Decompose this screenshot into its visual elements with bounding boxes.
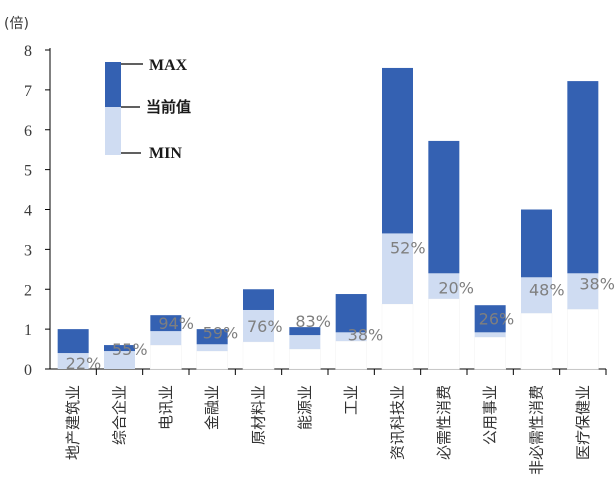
bar-max-segment [243, 289, 274, 310]
y-tick-label: 8 [24, 43, 32, 60]
bar-min-segment [289, 348, 321, 370]
bar-current-segment [521, 277, 552, 314]
bar-max-segment [382, 67, 413, 234]
bar-min-segment [567, 308, 599, 370]
percentile-label: 59% [203, 323, 239, 342]
bar-current-segment [196, 344, 228, 352]
percentile-label: 38% [348, 325, 384, 344]
bar-min-segment [150, 344, 182, 370]
category-label: 公用事业 [481, 385, 499, 445]
category-label: 金融业 [203, 385, 221, 430]
y-tick-label: 6 [24, 123, 32, 140]
bar-current-segment [474, 332, 506, 338]
bar-min-segment [428, 298, 460, 370]
y-tick-label: 3 [24, 242, 32, 259]
bar-min-segment [242, 341, 275, 370]
bar-min-segment [196, 350, 228, 370]
y-tick-label: 0 [24, 362, 32, 379]
category-label: 地产建筑业 [64, 385, 82, 460]
percentile-label: 48% [529, 280, 565, 299]
bar-min-segment [335, 340, 367, 370]
percentile-labels: 22% 55% 94% 59% 76% 83% 38% 52% 20% 26% 48% 38% [66, 238, 615, 373]
legend-max-label: MAX [149, 57, 188, 74]
bar-series [57, 67, 599, 370]
percentile-label: 76% [247, 317, 283, 336]
legend-current-label: 当前值 [146, 98, 191, 116]
percentile-label: 55% [112, 340, 148, 359]
bar-max-segment [150, 315, 182, 332]
bar-min-segment [474, 336, 506, 370]
bar-current-segment [243, 309, 274, 342]
bar-current-segment [428, 273, 460, 299]
y-tick-label: 5 [24, 163, 32, 180]
y-tick-label: 1 [24, 322, 32, 339]
legend-min-label: MIN [149, 145, 182, 162]
bar-current-segment [57, 353, 89, 369]
bar-current-segment [567, 273, 599, 310]
y-tick-label: 4 [24, 203, 32, 220]
bar-max-segment [335, 294, 367, 333]
y-tick-label: 7 [24, 83, 32, 100]
category-label: 医疗保健业 [574, 385, 592, 460]
category-label: 综合企业 [111, 385, 129, 445]
y-tick-label: 2 [24, 282, 32, 299]
category-label: 工业 [342, 385, 360, 415]
bar-max-segment [474, 305, 506, 333]
percentile-label: 52% [390, 238, 426, 257]
percentile-label: 94% [158, 314, 194, 333]
axes: 0 1 2 3 4 5 6 7 8 [24, 43, 607, 379]
category-label: 电讯业 [157, 385, 175, 430]
bar-min-segment [520, 312, 553, 370]
percentile-label: 38% [579, 274, 615, 293]
bar-max-segment [57, 329, 89, 354]
legend-current-swatch [105, 107, 121, 155]
percentile-label: 22% [66, 354, 102, 373]
bar-current-segment [289, 335, 321, 350]
bar-current-segment [382, 233, 413, 305]
bar-min-segment [381, 303, 414, 370]
category-label: 原材料业 [250, 385, 268, 445]
category-labels: 地产建筑业 综合企业 电讯业 金融业 原材料业 能源业 工业 资讯科技业 必需性消费 公用事业 非必… [64, 385, 592, 475]
legend-max-swatch [105, 62, 121, 107]
bar-current-segment [335, 332, 367, 342]
bar-current-segment [104, 351, 135, 369]
bar-max-segment [196, 329, 228, 345]
category-label: 能源业 [296, 385, 314, 430]
category-label: 必需性消费 [435, 385, 453, 460]
category-label: 非必需性消费 [528, 385, 546, 475]
bar-max-segment [428, 140, 460, 274]
legend: MAX 当前值 MIN [105, 57, 191, 162]
bar-max-segment [104, 345, 135, 352]
bar-max-segment [521, 209, 552, 278]
y-axis-unit-label: (倍) [4, 16, 29, 32]
bar-max-segment [289, 327, 321, 336]
percentile-label: 20% [438, 278, 474, 297]
bar-current-segment [150, 331, 182, 346]
category-label: 资讯科技业 [389, 385, 407, 460]
percentile-label: 26% [479, 309, 515, 328]
percentile-label: 83% [295, 312, 331, 331]
bar-max-segment [567, 81, 599, 274]
